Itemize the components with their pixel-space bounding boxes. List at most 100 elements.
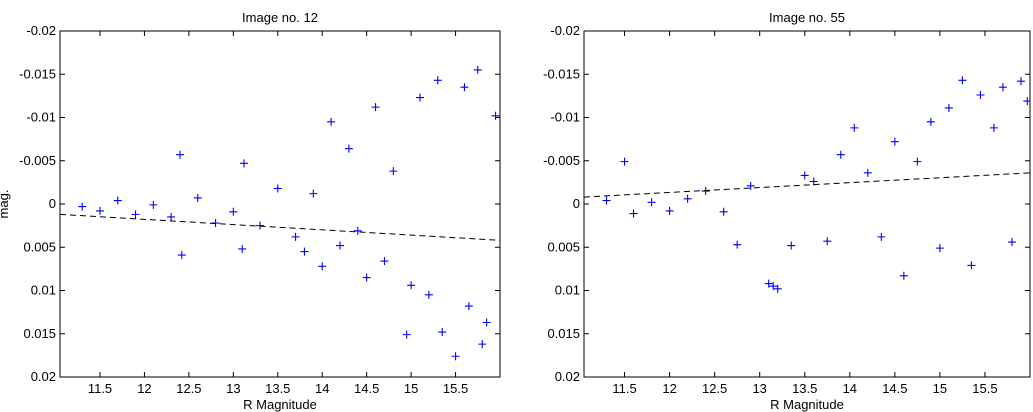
data-point bbox=[460, 83, 469, 92]
x-tick-label: 13.5 bbox=[792, 381, 817, 396]
data-point bbox=[309, 189, 318, 198]
x-tick-label: 15 bbox=[404, 381, 418, 396]
data-point bbox=[451, 352, 460, 361]
y-axis-label: mag. bbox=[0, 190, 11, 219]
marker-layer bbox=[584, 76, 1030, 293]
data-point bbox=[78, 202, 87, 211]
data-point bbox=[407, 281, 416, 290]
data-point bbox=[899, 271, 908, 280]
data-point bbox=[273, 184, 282, 193]
data-point bbox=[926, 117, 935, 126]
data-point bbox=[336, 241, 344, 250]
data-point bbox=[371, 103, 380, 112]
data-point bbox=[167, 212, 176, 221]
data-point bbox=[877, 232, 886, 241]
data-point bbox=[1007, 238, 1016, 247]
x-tick-label: 11.5 bbox=[612, 381, 636, 396]
data-point bbox=[823, 237, 832, 246]
x-tick-label: 11.5 bbox=[88, 381, 112, 396]
data-point bbox=[482, 318, 491, 327]
data-point bbox=[238, 244, 247, 253]
data-point bbox=[327, 117, 336, 126]
y-tick-label: -0.01 bbox=[550, 110, 580, 125]
y-tick-label: -0.005 bbox=[19, 153, 56, 168]
y-tick-label: 0.01 bbox=[31, 283, 56, 298]
data-point bbox=[240, 159, 248, 168]
data-point bbox=[416, 93, 424, 102]
data-point bbox=[300, 247, 309, 256]
y-tick-label: -0.02 bbox=[550, 23, 580, 38]
data-point bbox=[967, 261, 976, 270]
data-point bbox=[787, 241, 796, 250]
data-point bbox=[256, 221, 264, 230]
data-point bbox=[344, 144, 353, 153]
x-tick-label: 13 bbox=[226, 381, 240, 396]
x-axis-label: R Magnitude bbox=[243, 397, 317, 412]
data-point bbox=[733, 240, 742, 249]
data-point bbox=[176, 150, 184, 159]
marker-layer bbox=[60, 65, 500, 361]
plot-frame bbox=[583, 30, 1031, 378]
x-tick-label: 14.5 bbox=[354, 381, 379, 396]
data-point bbox=[719, 207, 728, 216]
plot-frame bbox=[59, 30, 501, 378]
trend-line bbox=[584, 172, 1030, 198]
data-point bbox=[1016, 77, 1025, 86]
x-tick-label: 15.5 bbox=[443, 381, 468, 396]
data-point bbox=[438, 328, 447, 337]
data-point bbox=[800, 171, 809, 180]
data-point bbox=[229, 207, 238, 216]
scatter-panel-image-12: Image no. 12 11.5 12 12.5 13 13.5 14 14.5 15 15.5… bbox=[0, 10, 501, 412]
x-tick-label: 13 bbox=[752, 381, 766, 396]
scatter-panel-image-55: Image no. 55 11.5 12 12.5 13 13.5 14 14.5 15 15.5… bbox=[543, 10, 1031, 412]
data-point bbox=[836, 150, 845, 159]
x-tick-label: 12 bbox=[662, 381, 676, 396]
data-point bbox=[291, 232, 300, 241]
x-tick-label: 13.5 bbox=[265, 381, 290, 396]
data-point bbox=[602, 196, 611, 205]
data-point bbox=[131, 210, 140, 219]
y-tick-label: 0.01 bbox=[555, 283, 580, 298]
data-point bbox=[491, 111, 500, 120]
data-point bbox=[1023, 97, 1030, 106]
data-point bbox=[177, 251, 186, 260]
data-point bbox=[665, 206, 674, 215]
x-tick-label: 15.5 bbox=[972, 381, 997, 396]
data-point bbox=[958, 76, 967, 85]
y-tick-label: -0.005 bbox=[543, 153, 580, 168]
y-tick-label: 0.005 bbox=[23, 239, 56, 254]
data-point bbox=[935, 244, 944, 253]
y-tick-label: 0 bbox=[49, 196, 56, 211]
data-point bbox=[998, 83, 1007, 92]
data-point bbox=[863, 168, 872, 177]
data-point bbox=[913, 157, 922, 166]
data-point bbox=[629, 209, 638, 218]
data-point bbox=[850, 123, 859, 132]
x-tick-label: 12 bbox=[137, 381, 151, 396]
x-axis-label: R Magnitude bbox=[770, 397, 844, 412]
data-point bbox=[362, 273, 371, 282]
data-point bbox=[193, 193, 202, 202]
y-tick-label: 0.005 bbox=[547, 239, 580, 254]
y-tick-label: 0.015 bbox=[547, 326, 580, 341]
data-point bbox=[353, 226, 362, 235]
data-point bbox=[96, 206, 104, 215]
data-point bbox=[473, 65, 482, 74]
data-point bbox=[478, 340, 487, 349]
x-tick-label: 14 bbox=[843, 381, 857, 396]
data-point bbox=[701, 187, 710, 196]
trend-line bbox=[60, 213, 500, 241]
y-tick-label: 0.02 bbox=[31, 369, 56, 384]
data-point bbox=[944, 103, 953, 112]
data-point bbox=[976, 91, 985, 100]
data-point bbox=[764, 279, 773, 288]
data-point bbox=[149, 200, 158, 209]
data-point bbox=[620, 157, 629, 166]
x-tick-label: 12.5 bbox=[176, 381, 201, 396]
y-tick-label: 0 bbox=[573, 196, 580, 211]
data-point bbox=[464, 302, 473, 311]
data-point bbox=[773, 284, 782, 293]
y-tick-label: -0.01 bbox=[26, 110, 56, 125]
data-point bbox=[989, 123, 998, 132]
